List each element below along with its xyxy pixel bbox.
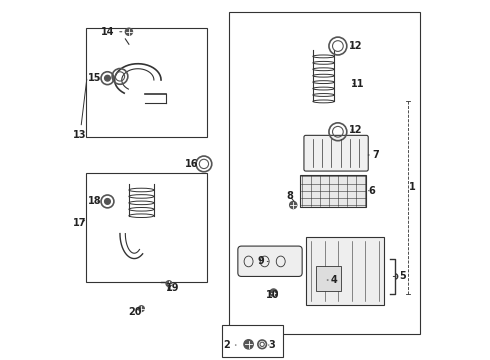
Bar	[222, 325, 283, 357]
Text: 9: 9	[258, 256, 268, 266]
Circle shape	[104, 199, 110, 204]
Bar	[229, 12, 420, 334]
Circle shape	[104, 75, 110, 81]
Text: 8: 8	[286, 191, 294, 201]
Bar	[306, 237, 384, 305]
Text: 2: 2	[223, 340, 236, 350]
Circle shape	[244, 340, 253, 349]
Bar	[86, 28, 207, 137]
FancyBboxPatch shape	[238, 246, 302, 276]
Text: 18: 18	[88, 197, 102, 206]
Text: 3: 3	[269, 340, 275, 350]
Text: 20: 20	[128, 307, 142, 317]
Bar	[317, 266, 342, 291]
Text: 14: 14	[101, 27, 122, 37]
Circle shape	[270, 289, 277, 296]
Text: 12: 12	[349, 41, 363, 51]
Bar	[86, 173, 207, 282]
Bar	[300, 175, 367, 207]
FancyBboxPatch shape	[304, 135, 368, 171]
Text: 17: 17	[73, 218, 87, 228]
Text: 12: 12	[349, 125, 363, 135]
Text: 16: 16	[185, 159, 199, 169]
Text: 11: 11	[351, 78, 364, 89]
Text: 6: 6	[368, 186, 375, 196]
Text: 1: 1	[409, 182, 416, 192]
Circle shape	[166, 281, 172, 287]
Text: 10: 10	[266, 290, 280, 300]
Text: 19: 19	[166, 283, 180, 293]
Circle shape	[290, 202, 297, 208]
Text: 7: 7	[368, 150, 379, 160]
Circle shape	[125, 28, 132, 35]
Text: 5: 5	[393, 271, 406, 282]
Text: 13: 13	[73, 79, 87, 140]
Text: 15: 15	[88, 73, 102, 83]
Circle shape	[139, 306, 144, 311]
Text: 4: 4	[327, 275, 338, 285]
